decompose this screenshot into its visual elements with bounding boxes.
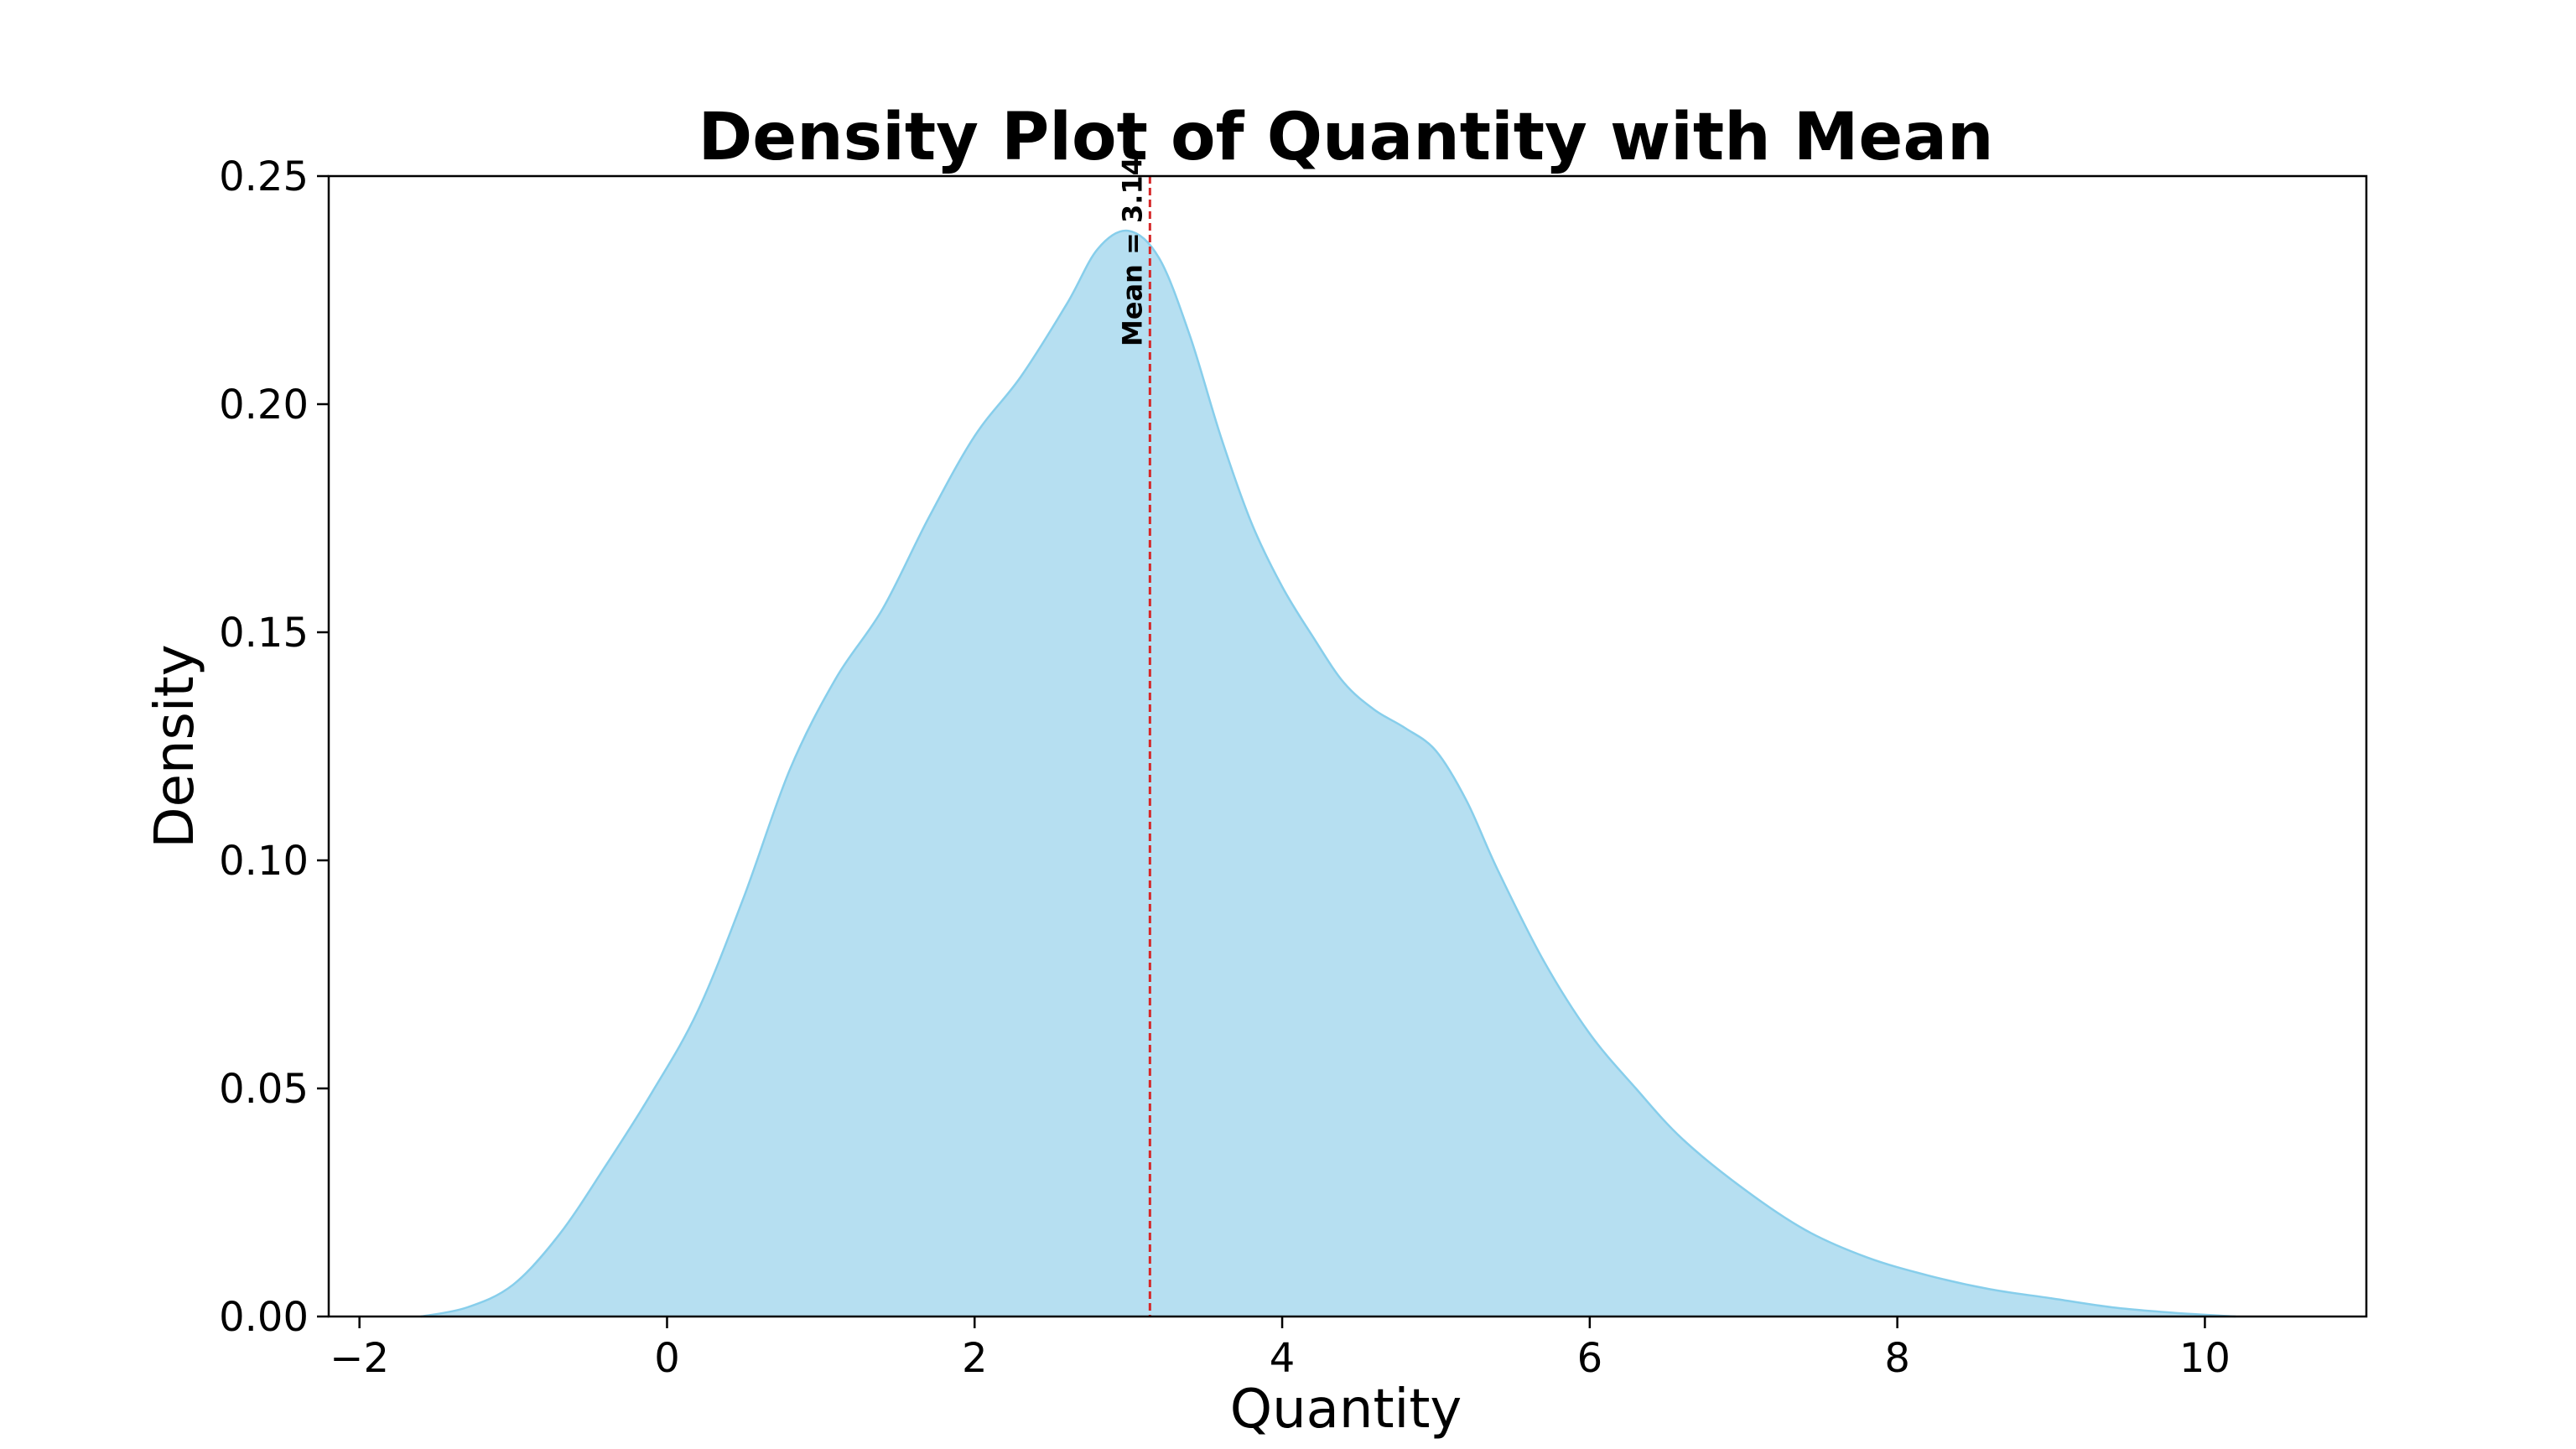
density-area [421,231,2236,1317]
x-tick-label: 10 [2179,1335,2231,1382]
x-tick-label: 0 [654,1335,680,1382]
y-tick-label: 0.20 [219,382,309,428]
x-tick-label: −2 [330,1335,389,1382]
y-tick-label: 0.05 [219,1066,309,1113]
x-tick-label: 4 [1270,1335,1296,1382]
plot-area: Mean = 3.14 [420,157,2236,1318]
axes-frame [327,174,2368,1318]
mean-annotation: Mean = 3.14 [1116,157,1148,346]
y-tick-label: 0.15 [219,610,309,657]
y-tick-label: 0.25 [219,153,309,200]
chart-title: Density Plot of Quantity with Mean [699,100,1994,175]
x-tick-label: 8 [1884,1335,1910,1382]
x-axis-label: Quantity [1230,1379,1462,1441]
x-axis: −2 0 2 4 6 8 10 [330,1317,2231,1382]
x-tick-label: 2 [962,1335,988,1382]
y-tick-label: 0.00 [219,1294,309,1341]
y-axis: 0.00 0.05 0.10 0.15 0.20 0.25 [219,153,329,1341]
y-axis-label: Density [144,644,206,848]
density-curve [420,229,2236,1318]
y-tick-label: 0.10 [219,838,309,885]
x-tick-label: 6 [1577,1335,1603,1382]
